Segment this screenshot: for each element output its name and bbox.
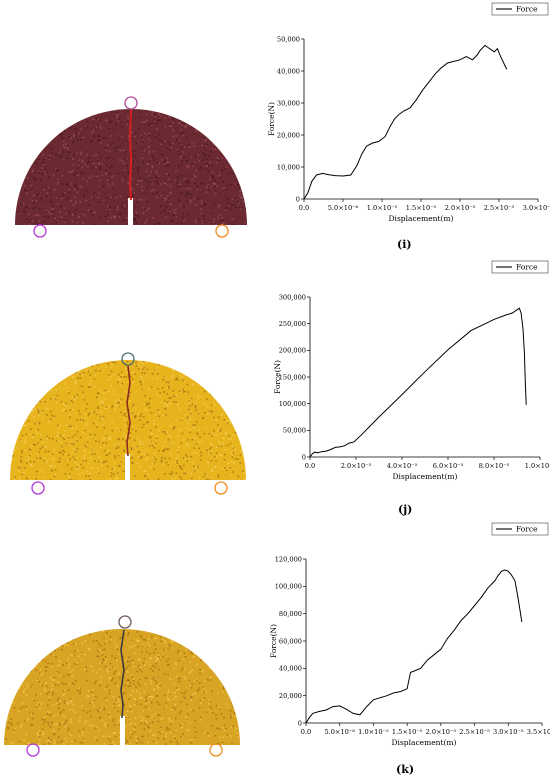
y-tick-label: 80,000	[279, 610, 302, 618]
y-tick-label: 250,000	[279, 320, 306, 328]
notch	[125, 454, 130, 481]
y-tick-label: 50,000	[277, 35, 300, 43]
support-right	[214, 481, 228, 495]
y-tick-label: 30,000	[277, 99, 300, 107]
y-axis-label: Force(N)	[273, 360, 282, 394]
force-displacement-chart: 0.0 5.0×10⁻⁶ 1.0×10⁻⁵ 1.5×10⁻⁵ 2.0×10⁻⁵ 2.5×1…	[267, 2, 550, 223]
y-tick-label: 0	[296, 195, 300, 203]
legend-label: Force	[516, 525, 538, 534]
y-tick-label: 20,000	[277, 131, 300, 139]
x-tick-label: 1.5×10⁻⁵	[406, 204, 437, 212]
x-tick-label: 0.0	[301, 728, 312, 736]
specimen-diagram	[10, 352, 246, 495]
y-tick-label: 200,000	[279, 347, 306, 355]
x-tick-label: 0.0	[299, 204, 310, 212]
legend-box	[491, 260, 549, 274]
legend-label: Force	[516, 263, 538, 272]
x-tick-label: 1.0×10⁻⁴	[525, 462, 550, 470]
force-series-line	[305, 569, 523, 724]
x-tick-label: 4.0×10⁻⁵	[387, 462, 418, 470]
x-tick-label: 8.0×10⁻⁵	[479, 462, 510, 470]
y-tick-label: 0	[302, 453, 306, 461]
x-axis-label: Displacement(m)	[392, 738, 457, 747]
x-tick-label: 0.0	[305, 462, 316, 470]
panel-caption: (i)	[397, 238, 412, 251]
y-tick-label: 100,000	[275, 583, 302, 591]
x-tick-label: 5.0×10⁻⁶	[324, 728, 355, 736]
crack-line	[128, 109, 133, 201]
x-tick-label: 2.0×10⁻⁵	[426, 728, 457, 736]
panel-caption: (k)	[396, 763, 415, 776]
y-axis-label: Force(N)	[267, 102, 276, 136]
panel-k: 0.0 5.0×10⁻⁶ 1.0×10⁻⁵ 1.5×10⁻⁵ 2.0×10⁻⁵ 2.5×1…	[0, 520, 550, 781]
specimen-diagram	[4, 615, 240, 757]
x-tick-label: 5.0×10⁻⁶	[328, 204, 359, 212]
y-tick-label: 50,000	[283, 427, 306, 435]
y-tick-label: 40,000	[279, 665, 302, 673]
crack-line	[126, 365, 131, 457]
support-left	[26, 743, 40, 757]
y-tick-label: 60,000	[279, 637, 302, 645]
legend-box	[491, 2, 549, 16]
y-tick-label: 300,000	[279, 293, 306, 301]
panel-caption: (j)	[398, 503, 413, 516]
loading-point-top	[121, 352, 135, 366]
x-tick-label: 2.5×10⁻⁵	[484, 204, 515, 212]
force-series-line	[309, 307, 527, 458]
x-tick-label: 3.0×10⁻⁵	[493, 728, 524, 736]
force-series-line	[303, 44, 508, 200]
legend-box	[491, 522, 549, 536]
notch	[128, 198, 133, 226]
y-axis-label: Force(N)	[269, 624, 278, 658]
x-axis-label: Displacement(m)	[393, 472, 458, 481]
panel-j: 0.0 2.0×10⁻⁵ 4.0×10⁻⁵ 6.0×10⁻⁵ 8.0×10⁻⁵ 1.0×1…	[0, 258, 550, 518]
loading-point-top	[124, 96, 138, 110]
y-tick-label: 40,000	[277, 67, 300, 75]
legend-label: Force	[516, 5, 538, 14]
force-displacement-chart: 0.0 2.0×10⁻⁵ 4.0×10⁻⁵ 6.0×10⁻⁵ 8.0×10⁻⁵ 1.0×1…	[273, 260, 550, 481]
x-tick-label: 1.0×10⁻⁵	[367, 204, 398, 212]
specimen-semicircle	[10, 360, 246, 480]
support-right	[209, 743, 223, 757]
x-axis-label: Displacement(m)	[389, 214, 454, 223]
support-left	[33, 224, 47, 238]
crack-line	[120, 629, 125, 719]
y-tick-label: 120,000	[275, 555, 302, 563]
force-displacement-chart: 0.0 5.0×10⁻⁶ 1.0×10⁻⁵ 1.5×10⁻⁵ 2.0×10⁻⁵ 2.5×1…	[269, 522, 550, 747]
y-tick-label: 150,000	[279, 373, 306, 381]
x-tick-label: 3.0×10⁻⁵	[523, 204, 550, 212]
support-left	[31, 481, 45, 495]
x-tick-label: 2.0×10⁻⁵	[445, 204, 476, 212]
y-tick-label: 20,000	[279, 692, 302, 700]
x-tick-label: 2.5×10⁻⁵	[459, 728, 490, 736]
specimen-diagram	[15, 96, 247, 238]
x-tick-label: 1.0×10⁻⁵	[358, 728, 389, 736]
notch	[120, 716, 125, 746]
x-tick-label: 1.5×10⁻⁵	[392, 728, 423, 736]
x-tick-label: 2.0×10⁻⁵	[341, 462, 372, 470]
x-tick-label: 6.0×10⁻⁵	[433, 462, 464, 470]
panel-i: 0.0 5.0×10⁻⁶ 1.0×10⁻⁵ 1.5×10⁻⁵ 2.0×10⁻⁵ 2.5×1…	[0, 0, 550, 251]
loading-point-top	[118, 615, 132, 629]
y-tick-label: 10,000	[277, 163, 300, 171]
y-tick-label: 0	[298, 719, 302, 727]
support-right	[215, 224, 229, 238]
y-tick-label: 100,000	[279, 400, 306, 408]
x-tick-label: 3.5×10⁻⁵	[527, 728, 550, 736]
